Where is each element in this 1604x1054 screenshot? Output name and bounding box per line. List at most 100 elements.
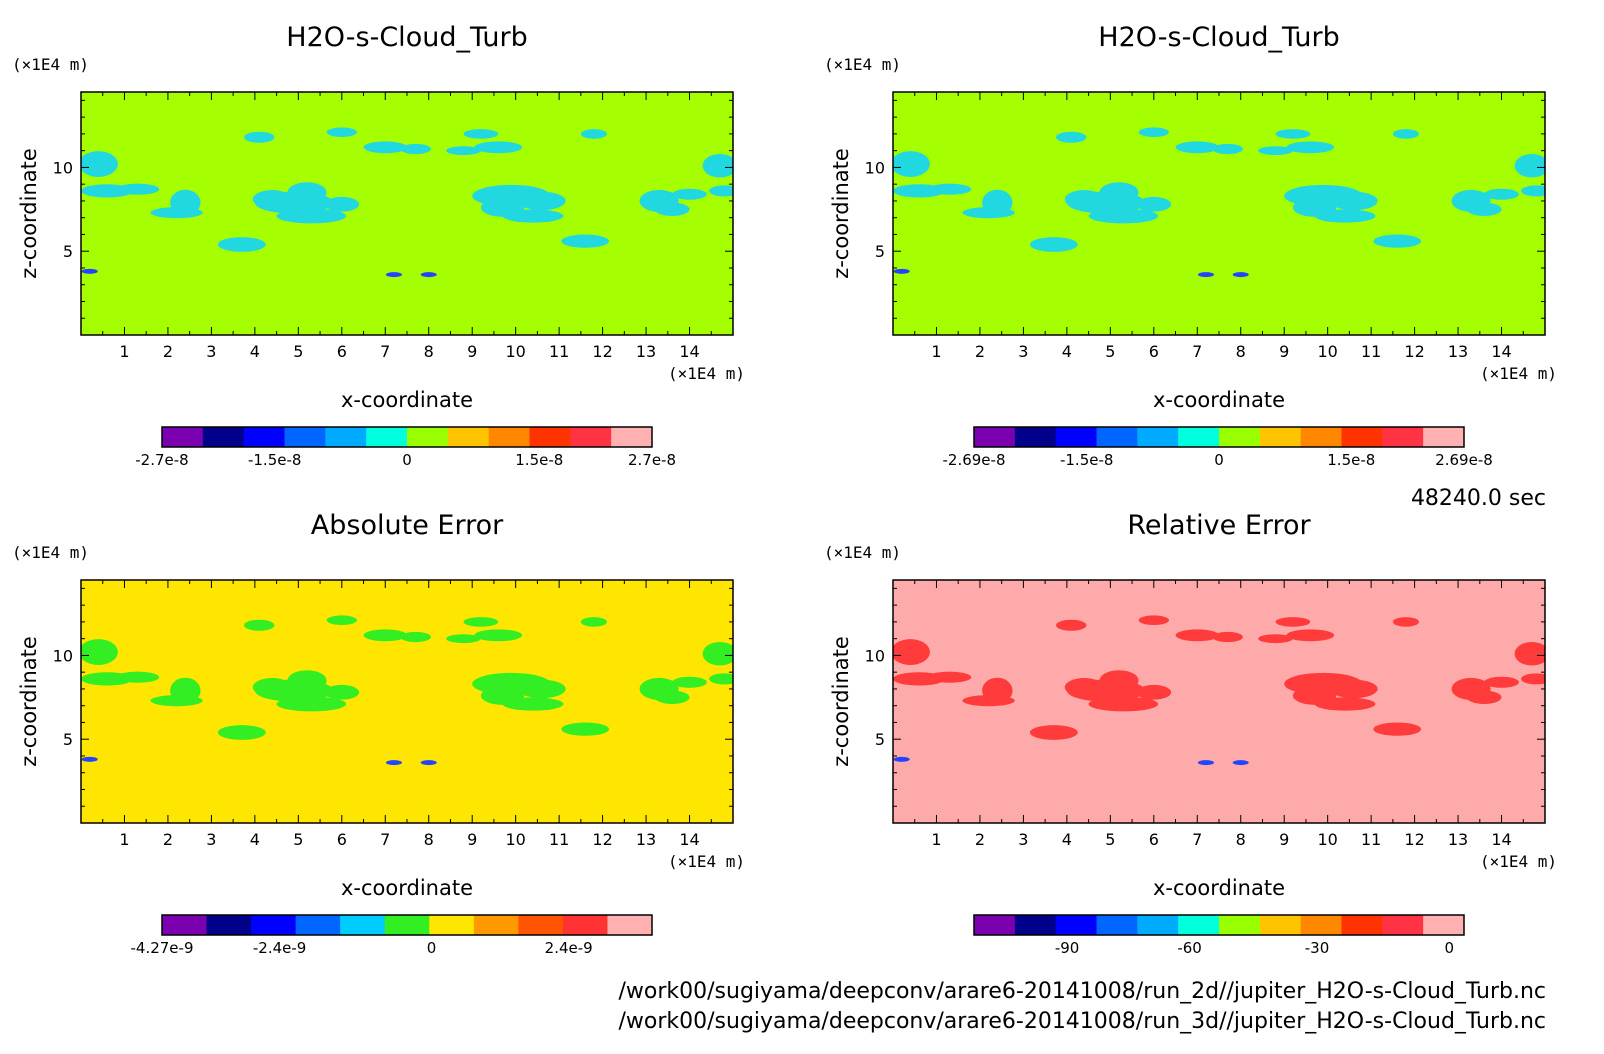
contour-region	[276, 696, 347, 712]
x-tick-label: 5	[293, 830, 303, 849]
contour-region	[1212, 143, 1243, 155]
contour-region	[287, 182, 327, 203]
contour-region	[115, 183, 160, 195]
colorbar-segment	[1055, 427, 1097, 447]
colorbar-segment	[162, 915, 208, 935]
x-tick-label: 6	[1149, 342, 1159, 361]
contour-spot	[1232, 760, 1249, 766]
colorbar-segment	[1014, 915, 1057, 935]
x-tick-label: 6	[1149, 830, 1159, 849]
colorbar-segment	[1219, 427, 1261, 447]
contour-region	[81, 151, 118, 177]
colorbar-segment	[1055, 915, 1097, 935]
contour-spot	[893, 756, 910, 762]
colorbar-frame	[973, 426, 1465, 448]
colorbar-segment	[384, 915, 430, 935]
y-tick-label: 10	[865, 158, 885, 177]
colorbar-label: 2.7e-8	[628, 451, 676, 469]
contour-region	[1138, 127, 1170, 138]
contour-region	[672, 676, 707, 688]
contour-region	[1099, 670, 1139, 691]
colorbar-label: -2.7e-8	[135, 451, 188, 469]
x-axis-label: x-coordinate	[1153, 388, 1285, 412]
contour-region	[287, 670, 327, 691]
contour-region	[709, 673, 733, 685]
colorbar-segment	[1178, 915, 1220, 935]
y-unit-label: (×1E4 m)	[824, 55, 901, 74]
colorbar-segment	[1137, 915, 1179, 935]
colorbar-segment	[1259, 427, 1302, 447]
contour-features	[893, 615, 1545, 766]
colorbar-label: 1.5e-8	[515, 451, 563, 469]
contour-region	[702, 641, 733, 666]
contour-region	[463, 617, 499, 627]
x-tick-label: 6	[337, 342, 347, 361]
contour-region	[244, 619, 275, 631]
colorbar-segment	[1341, 915, 1383, 935]
x-tick-label: 4	[1062, 342, 1072, 361]
y-unit-label: (×1E4 m)	[12, 543, 89, 562]
contour-region	[446, 146, 481, 156]
y-axis-label: z-coordinate	[17, 148, 41, 279]
contour-region	[400, 631, 431, 643]
contour-region	[1212, 631, 1243, 643]
x-tick-label: 5	[293, 342, 303, 361]
contour-spot	[1197, 760, 1214, 766]
colorbar-segment	[1423, 427, 1465, 447]
x-axis-label: x-coordinate	[1153, 876, 1285, 900]
x-tick-label: 1	[119, 830, 129, 849]
x-tick-label: 7	[380, 830, 390, 849]
x-tick-label: 10	[505, 830, 525, 849]
contour-region	[962, 207, 1015, 219]
x-tick-label: 1	[931, 342, 941, 361]
colorbar-segment	[488, 427, 530, 447]
contour-region	[709, 185, 733, 197]
y-axis-label: z-coordinate	[829, 636, 853, 767]
contour-spot	[81, 756, 98, 762]
x-tick-label: 1	[931, 830, 941, 849]
panel-4: Relative Error(×1E4 m)1 2 3 4 5 6 7 8 9 10 11 12 13 1…	[824, 510, 1557, 957]
colorbar: -2.7e-8 -1.5e-8 0 1.5e-8 2.7e-8	[135, 426, 676, 469]
x-tick-label: 14	[679, 342, 699, 361]
x-tick-label: 6	[337, 830, 347, 849]
x-tick-label: 5	[1105, 342, 1115, 361]
contour-region	[217, 725, 266, 740]
contour-region	[463, 129, 499, 139]
colorbar-frame	[973, 914, 1465, 936]
x-tick-label: 5	[1105, 830, 1115, 849]
contour-region	[654, 202, 690, 216]
contour-region	[1521, 673, 1545, 685]
x-tick-label: 2	[163, 342, 173, 361]
contour-region	[1064, 190, 1104, 209]
contour-region	[561, 234, 610, 248]
contour-spot	[893, 268, 910, 274]
contour-region	[1136, 196, 1172, 212]
x-tick-label: 4	[250, 342, 260, 361]
colorbar-segment	[607, 915, 653, 935]
x-unit-label: (×1E4 m)	[1480, 364, 1557, 383]
contour-region	[1175, 629, 1219, 642]
contour-region	[927, 183, 972, 195]
contour-region	[115, 671, 160, 683]
x-tick-label: 14	[1491, 342, 1511, 361]
contour-region	[580, 617, 607, 627]
x-tick-label: 4	[250, 830, 260, 849]
contour-region	[1088, 696, 1159, 712]
panel-3: Absolute Error(×1E4 m)1 2 3 4 5 6 7 8 9 10 11 12 13 1…	[12, 510, 745, 957]
colorbar-frame	[161, 914, 653, 936]
x-tick-label: 2	[163, 830, 173, 849]
contour-spot	[1232, 272, 1249, 278]
contour-region	[654, 690, 690, 704]
x-tick-label: 14	[679, 830, 699, 849]
x-tick-label: 11	[1361, 830, 1381, 849]
contour-region	[561, 722, 610, 736]
contour-region	[474, 629, 523, 642]
contour-region	[1175, 141, 1219, 154]
colorbar-label: 2.4e-9	[545, 939, 593, 957]
x-tick-label: 2	[975, 342, 985, 361]
contour-region	[1286, 141, 1335, 154]
contour-region	[1136, 684, 1172, 700]
x-tick-label: 13	[1448, 830, 1468, 849]
contour-region	[893, 639, 930, 665]
colorbar-segment	[974, 427, 1016, 447]
